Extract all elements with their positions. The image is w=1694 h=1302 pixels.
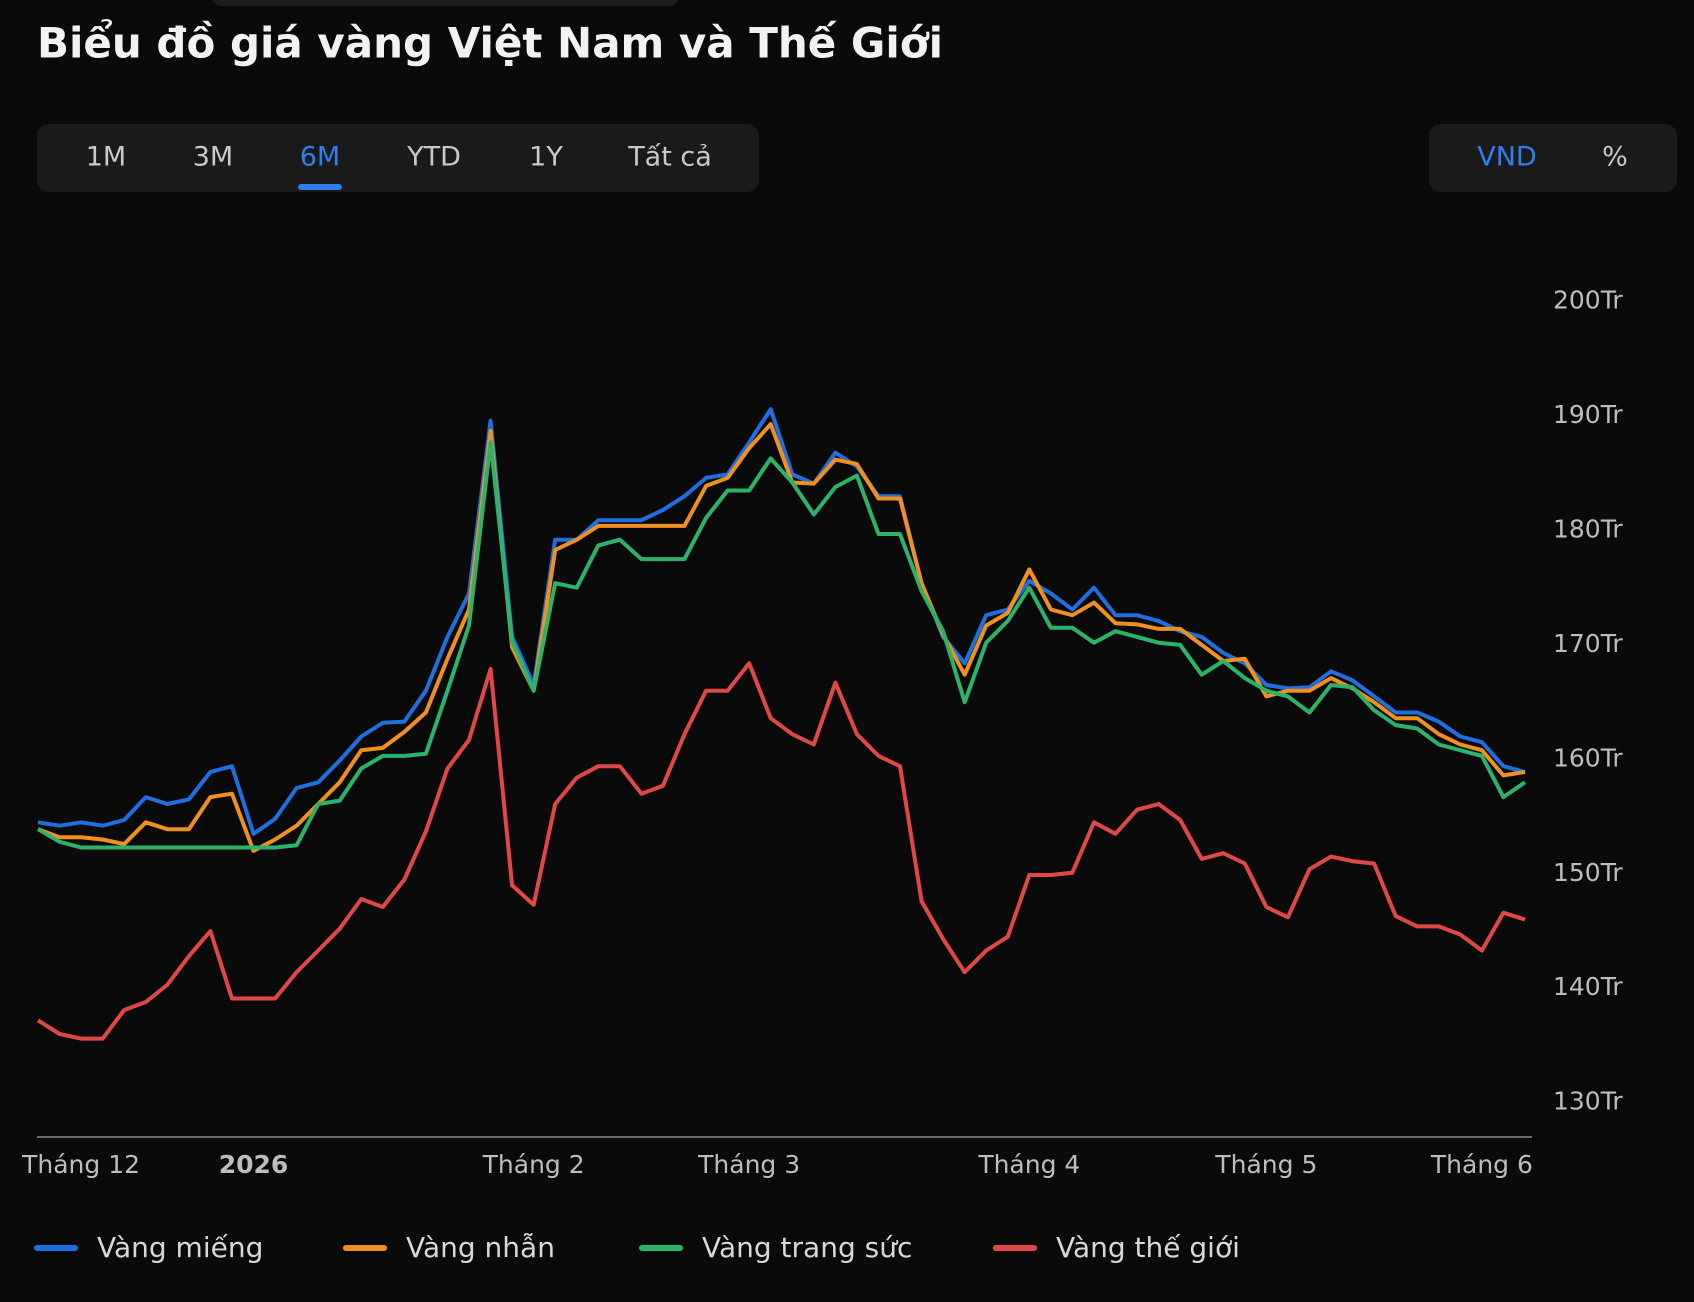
- y-tick-label: 160Tr: [1553, 743, 1623, 772]
- legend-label: Vàng thế giới: [1056, 1231, 1240, 1264]
- range-button[interactable]: 6M: [300, 142, 340, 173]
- y-tick-label: 150Tr: [1553, 858, 1623, 887]
- unit-button[interactable]: VND: [1477, 142, 1536, 173]
- y-tick-label: 170Tr: [1553, 629, 1623, 658]
- y-tick-label: 130Tr: [1553, 1087, 1623, 1116]
- legend-label: Vàng miếng: [97, 1231, 263, 1264]
- range-button[interactable]: 1M: [86, 142, 126, 173]
- y-tick-label: 140Tr: [1553, 972, 1623, 1001]
- y-tick-label: 190Tr: [1553, 400, 1623, 429]
- x-tick-label: Tháng 5: [1214, 1150, 1317, 1179]
- series-line: [36, 440, 1527, 850]
- x-tick-label: 2026: [219, 1150, 289, 1179]
- range-selector: [37, 124, 759, 192]
- series-line: [37, 422, 1526, 853]
- x-tick-label: Tháng 2: [482, 1150, 585, 1179]
- range-button[interactable]: 1Y: [529, 142, 563, 173]
- x-tick-label: Tháng 3: [697, 1150, 800, 1179]
- y-tick-label: 180Tr: [1553, 515, 1623, 544]
- y-tick-label: 200Tr: [1553, 286, 1623, 315]
- x-tick-label: Tháng 12: [21, 1150, 140, 1179]
- x-tick-label: Tháng 6: [1430, 1150, 1533, 1179]
- top-bar: [211, 0, 679, 6]
- range-button[interactable]: YTD: [406, 142, 461, 173]
- legend-label: Vàng nhẫn: [406, 1231, 555, 1264]
- series-line: [36, 661, 1526, 1041]
- range-button[interactable]: Tất cả: [627, 142, 712, 173]
- range-button[interactable]: 3M: [193, 142, 233, 173]
- legend-label: Vàng trang sức: [702, 1231, 912, 1264]
- active-indicator: [298, 184, 342, 190]
- series-line: [37, 407, 1526, 836]
- unit-selector: [1429, 124, 1677, 192]
- x-tick-label: Tháng 4: [977, 1150, 1080, 1179]
- chart-title: Biểu đồ giá vàng Việt Nam và Thế Giới: [37, 18, 943, 68]
- unit-button[interactable]: %: [1602, 142, 1628, 173]
